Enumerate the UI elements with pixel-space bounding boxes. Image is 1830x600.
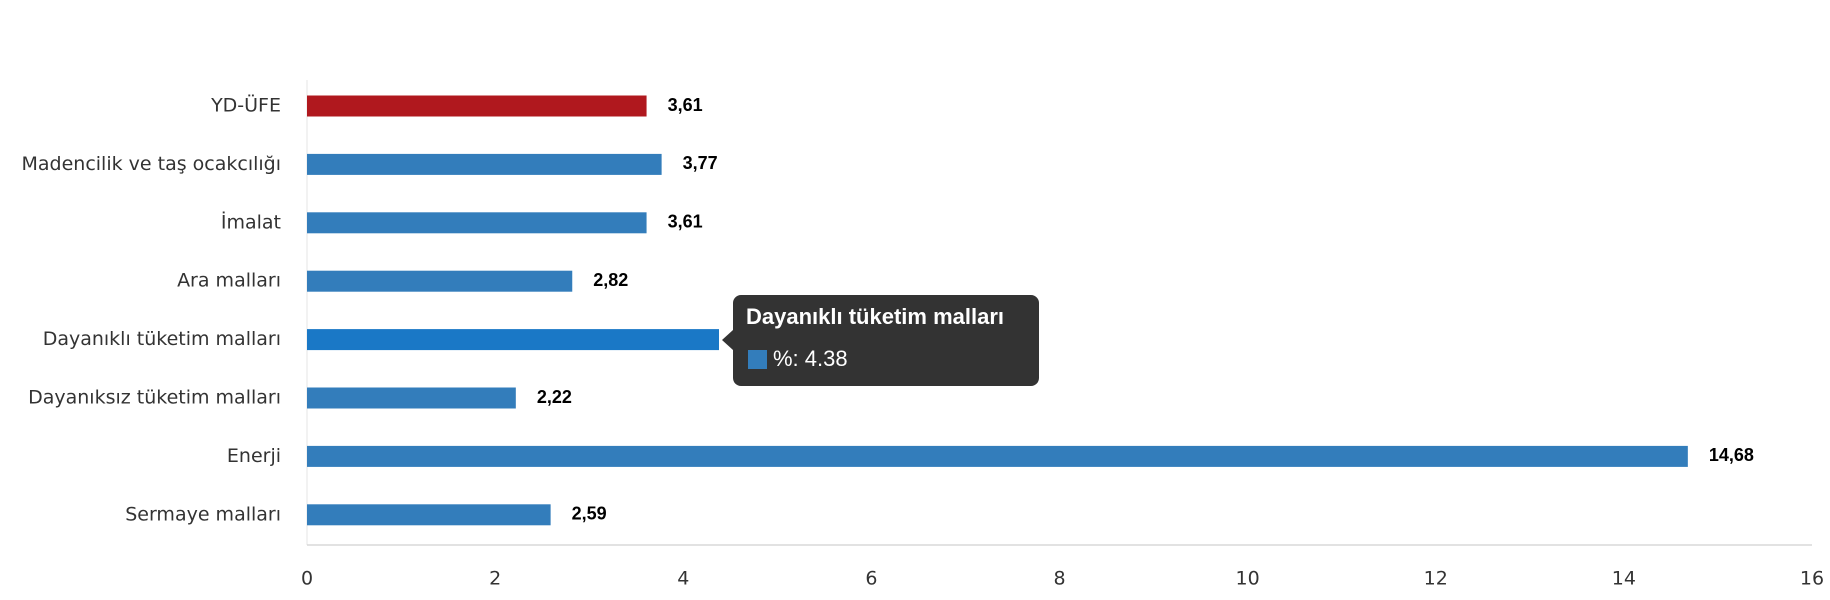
bar xyxy=(307,95,647,117)
tooltip-arrow xyxy=(722,330,733,350)
category-label: Sermaye malları xyxy=(125,503,281,525)
tooltip: Dayanıklı tüketim malları %: 4.38 xyxy=(722,295,1039,386)
value-label: 3,61 xyxy=(668,95,703,115)
bar xyxy=(307,153,662,175)
x-tick-label: 6 xyxy=(865,568,877,590)
category-label: İmalat xyxy=(221,210,281,233)
category-label: Ara malları xyxy=(177,270,281,292)
x-tick-label: 8 xyxy=(1053,568,1065,590)
bar xyxy=(307,212,647,234)
x-tick-label: 12 xyxy=(1424,568,1448,590)
value-label: 14,68 xyxy=(1709,445,1754,465)
bar xyxy=(307,504,551,526)
category-label: Dayanıksız tüketim malları xyxy=(28,387,281,409)
bar xyxy=(307,387,516,409)
value-label: 2,22 xyxy=(537,387,572,407)
value-label: 2,59 xyxy=(572,504,607,524)
tooltip-swatch xyxy=(748,350,767,369)
category-label: Madencilik ve taş ocakcılığı xyxy=(22,153,282,175)
category-label: Dayanıklı tüketim malları xyxy=(43,328,281,350)
bar xyxy=(307,445,1688,467)
category-label: Enerji xyxy=(227,445,281,467)
x-tick-label: 10 xyxy=(1236,568,1260,590)
x-tick-label: 16 xyxy=(1800,568,1824,590)
x-tick-label: 2 xyxy=(489,568,501,590)
value-label: 3,61 xyxy=(668,212,703,232)
category-label: YD-ÜFE xyxy=(210,94,281,117)
x-tick-label: 0 xyxy=(301,568,313,590)
x-tick-label: 4 xyxy=(677,568,689,590)
tooltip-title: Dayanıklı tüketim malları xyxy=(746,304,1004,329)
x-tick-label: 14 xyxy=(1612,568,1636,590)
bar xyxy=(307,270,573,292)
bar xyxy=(307,329,719,351)
tooltip-text: %: 4.38 xyxy=(773,346,848,371)
value-label: 3,77 xyxy=(683,153,718,173)
value-label: 2,82 xyxy=(593,270,628,290)
tooltip-box xyxy=(733,295,1039,386)
